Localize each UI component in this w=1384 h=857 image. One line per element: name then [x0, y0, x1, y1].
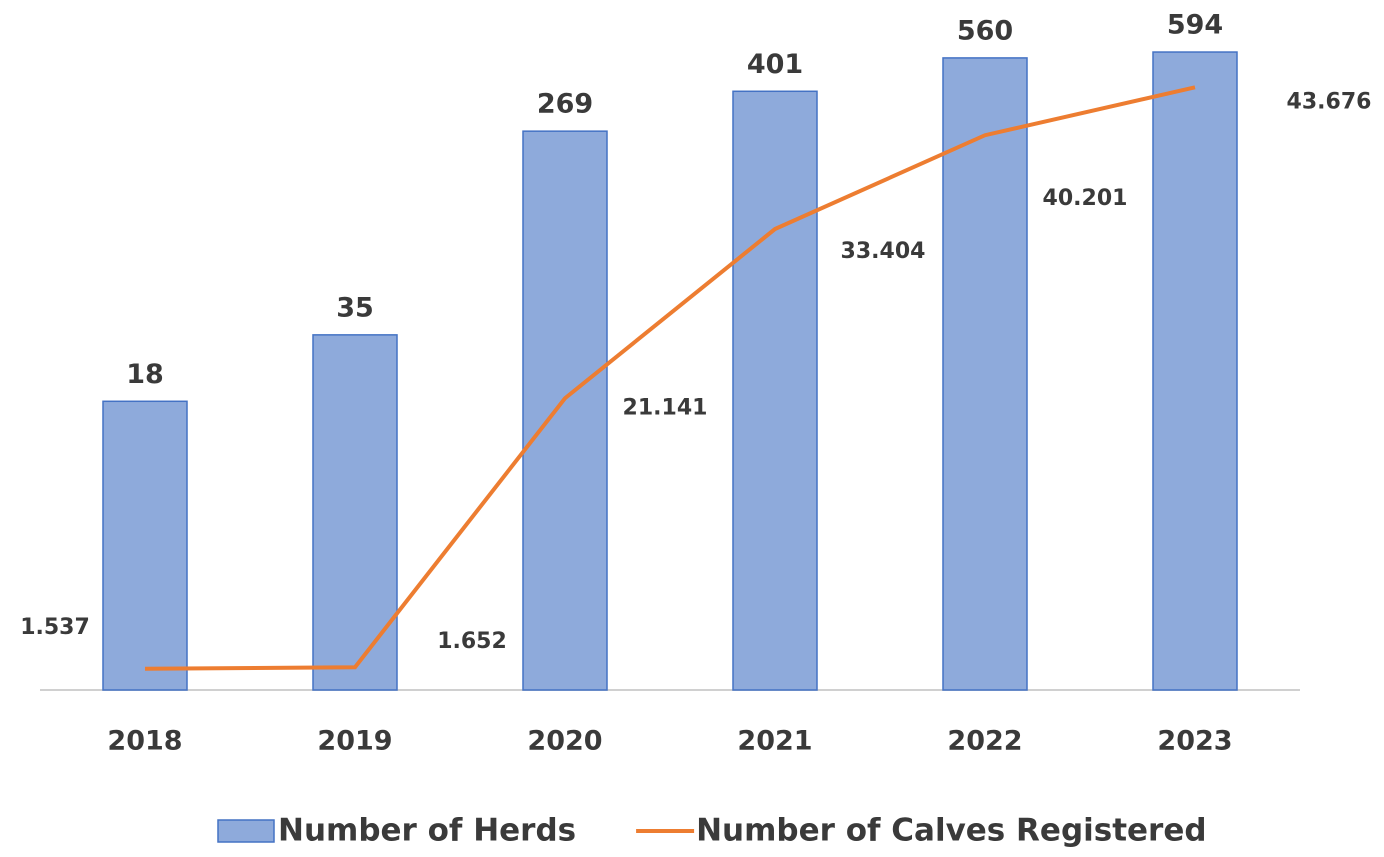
bar: [732, 90, 818, 691]
x-tick-label: 2020: [527, 726, 602, 757]
bar-value-label: 269: [537, 89, 593, 120]
bar-value-label: 560: [957, 15, 1013, 46]
bar-value-label: 401: [747, 49, 803, 80]
legend-label: Number of Herds: [278, 813, 576, 849]
line-value-label: 1.537: [20, 615, 90, 640]
x-tick-label: 2021: [737, 726, 812, 757]
x-tick-label: 2023: [1157, 726, 1232, 757]
line-value-label: 40.201: [1043, 186, 1128, 211]
bar: [1152, 51, 1238, 691]
x-tick-label: 2022: [947, 726, 1022, 757]
line-value-label: 21.141: [623, 395, 708, 420]
bar: [522, 130, 608, 691]
bar-value-label: 594: [1167, 10, 1223, 41]
legend-swatch: [217, 819, 275, 843]
x-tick-label: 2019: [317, 726, 392, 757]
bar: [312, 334, 398, 691]
line-value-label: 33.404: [841, 239, 926, 264]
line-value-label: 43.676: [1287, 89, 1372, 114]
bar-value-label: 35: [336, 292, 374, 323]
bar: [102, 400, 188, 691]
bar: [942, 57, 1028, 691]
legend-label: Number of Calves Registered: [696, 813, 1206, 849]
line-value-label: 1.652: [437, 629, 507, 654]
bar-value-label: 18: [126, 359, 164, 390]
x-tick-label: 2018: [107, 726, 182, 757]
line: [144, 85, 1196, 671]
